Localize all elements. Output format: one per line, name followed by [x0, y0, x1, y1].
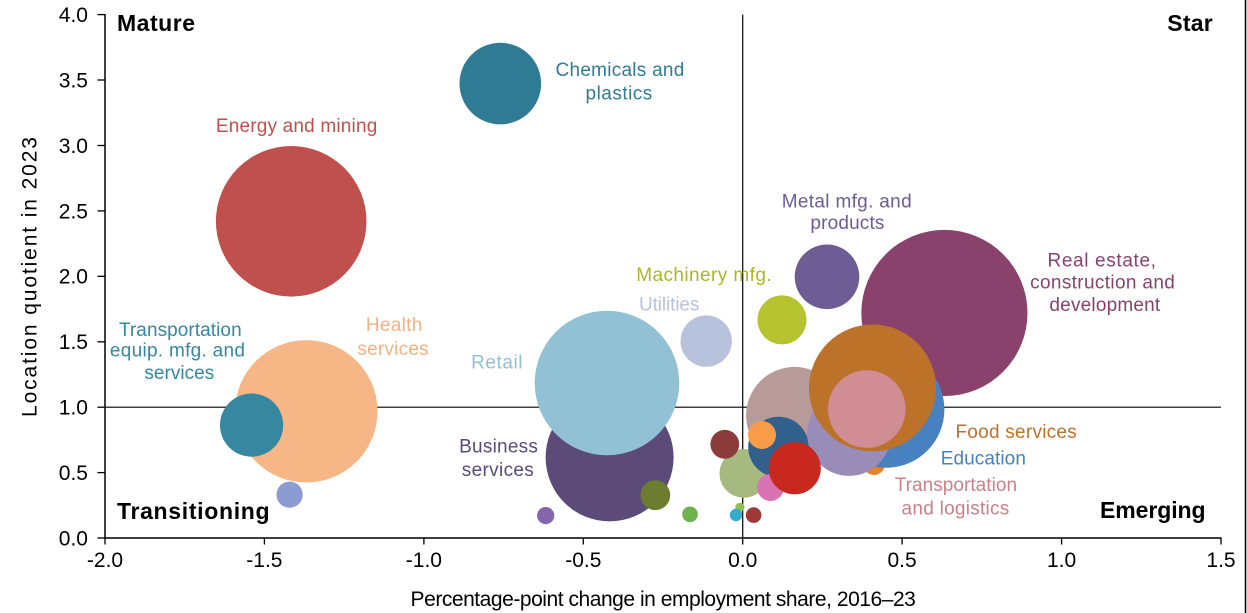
svg-text:3.5: 3.5 [59, 69, 88, 92]
svg-text:Mature: Mature [117, 10, 195, 36]
svg-text:1.5: 1.5 [59, 331, 88, 354]
svg-text:equip. mfg. and: equip. mfg. and [110, 341, 245, 362]
svg-text:-1.0: -1.0 [406, 549, 442, 572]
svg-text:Transportation: Transportation [895, 475, 1017, 496]
svg-text:Machinery mfg.: Machinery mfg. [636, 265, 771, 286]
svg-text:0.5: 0.5 [59, 462, 88, 485]
svg-text:Utilities: Utilities [639, 294, 699, 315]
svg-text:-1.5: -1.5 [246, 549, 282, 572]
svg-text:services: services [357, 339, 428, 360]
svg-text:3.0: 3.0 [59, 135, 88, 158]
svg-text:and logistics: and logistics [902, 498, 1010, 519]
svg-text:products: products [810, 213, 884, 234]
svg-text:Percentage-point change in emp: Percentage-point change in employment sh… [411, 588, 916, 611]
svg-text:Chemicals and: Chemicals and [556, 60, 685, 81]
svg-text:2.5: 2.5 [59, 200, 88, 223]
svg-text:0.0: 0.0 [728, 549, 757, 572]
svg-text:0.0: 0.0 [59, 527, 88, 550]
svg-text:Location quotient in 2023: Location quotient in 2023 [19, 137, 42, 417]
svg-text:services: services [462, 460, 534, 481]
svg-text:Star: Star [1167, 10, 1212, 36]
svg-text:1.0: 1.0 [59, 397, 88, 420]
svg-text:development: development [1049, 295, 1161, 316]
svg-text:Business: Business [459, 436, 538, 457]
svg-text:Transportation: Transportation [119, 320, 242, 341]
svg-text:plastics: plastics [586, 84, 653, 105]
svg-text:4.0: 4.0 [59, 4, 88, 27]
svg-text:Health: Health [366, 315, 422, 336]
svg-text:0.5: 0.5 [887, 549, 916, 572]
svg-text:-2.0: -2.0 [87, 549, 123, 572]
svg-text:1.5: 1.5 [1206, 549, 1235, 572]
svg-text:Real estate,: Real estate, [1047, 250, 1156, 271]
svg-text:Energy and mining: Energy and mining [216, 116, 377, 137]
svg-text:construction and: construction and [1030, 273, 1175, 294]
svg-text:Food services: Food services [955, 422, 1076, 443]
svg-text:1.0: 1.0 [1047, 549, 1076, 572]
svg-text:Metal mfg. and: Metal mfg. and [782, 192, 912, 213]
svg-text:-0.5: -0.5 [565, 549, 601, 572]
svg-text:Retail: Retail [471, 352, 522, 373]
svg-text:Transitioning: Transitioning [117, 498, 270, 524]
svg-text:Emerging: Emerging [1100, 497, 1206, 523]
svg-text:2.0: 2.0 [59, 266, 88, 289]
svg-text:Education: Education [941, 449, 1026, 470]
svg-text:services: services [144, 363, 214, 384]
